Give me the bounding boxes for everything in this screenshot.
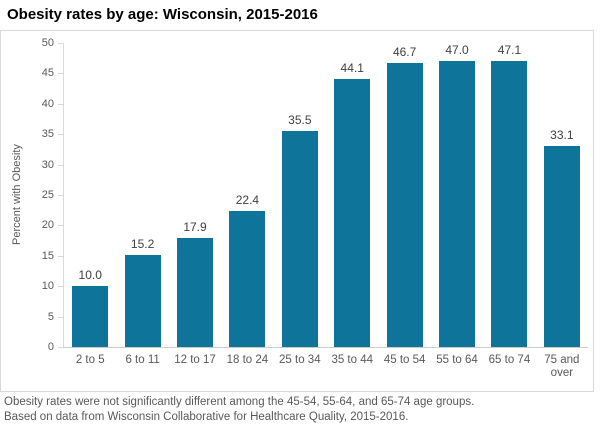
bar-column: 46.7 45 to 54: [378, 43, 430, 366]
plot-area: 0 5 10 15 20 25 30 35 40 45 50 10.0 2 to 5 15.2 6 to 1…: [42, 37, 588, 379]
bar-value-label: 44.1: [340, 60, 364, 75]
y-axis-tick-mark: [58, 195, 63, 196]
y-axis-tick-mark: [58, 347, 63, 348]
bar-value-label: 15.2: [130, 236, 155, 251]
bar: [491, 60, 528, 347]
bar-value-label: 17.9: [183, 220, 207, 235]
bar-column: 17.9 12 to 17: [169, 43, 221, 366]
y-axis-tick-label: 50: [41, 37, 54, 49]
y-axis-tick-mark: [58, 286, 63, 288]
footnote-line-1: Obesity rates were not significantly dif…: [4, 396, 475, 408]
x-axis-tick-label: 2 to 5: [75, 354, 105, 366]
y-axis-tick-label: 45: [41, 67, 54, 80]
bar: [334, 78, 371, 347]
bar-value-label: 22.4: [235, 192, 260, 207]
bar: [386, 63, 423, 347]
x-axis-tick-label: 45 to 54: [383, 354, 426, 366]
y-axis-tick-mark: [58, 43, 63, 44]
y-axis-tick-mark: [58, 73, 63, 75]
bar: [229, 210, 266, 347]
bar: [281, 131, 318, 347]
chart-title: Obesity rates by age: Wisconsin, 2015-20…: [7, 6, 318, 23]
bar-series: 10.0 2 to 5 15.2 6 to 11 17.9 12 to 17 22.4 18 …: [64, 42, 588, 379]
y-axis-tick-label: 0: [47, 341, 54, 353]
y-axis-tick-mark: [58, 255, 63, 257]
x-axis-tick-label: 55 to 64: [436, 354, 478, 366]
x-axis-tick-label: 18 to 24: [226, 354, 269, 366]
y-axis-tick-mark: [58, 164, 63, 166]
bar-column: 35.5 25 to 34: [274, 43, 326, 366]
bar-value-label: 35.5: [288, 113, 312, 128]
x-axis-tick-label: 75 and over: [544, 354, 580, 379]
bar-column: 47.1 65 to 74: [483, 42, 535, 366]
y-axis-tick-label: 15: [41, 249, 54, 262]
bar-value-label: 10.0: [78, 268, 102, 283]
x-axis-tick-label: 12 to 17: [174, 354, 216, 366]
bar-column: 33.1 75 and over: [536, 43, 588, 379]
y-axis-tick-label: 5: [47, 310, 54, 323]
y-axis-tick-mark: [58, 134, 63, 136]
bar-column: 10.0 2 to 5: [64, 43, 116, 366]
y-axis-tick-mark: [58, 316, 63, 318]
bar-column: 15.2 6 to 11: [116, 43, 168, 366]
bar-value-label: 47.0: [445, 43, 469, 58]
footnote-line-2: Based on data from Wisconsin Collaborati…: [4, 411, 409, 423]
y-axis-tick-label: 40: [41, 97, 54, 110]
y-axis-tick-label: 20: [41, 219, 54, 232]
y-axis-tick-mark: [58, 103, 63, 105]
bar: [439, 61, 476, 347]
bar: [72, 286, 109, 347]
y-axis-tick-label: 10: [41, 280, 54, 293]
bar-value-label: 46.7: [392, 45, 417, 60]
y-axis-tick-label: 35: [41, 128, 54, 141]
x-axis-tick-label: 6 to 11: [125, 354, 160, 366]
bar-column: 47.0 55 to 64: [431, 43, 483, 366]
y-axis-tick-label: 25: [41, 189, 54, 201]
bar: [543, 145, 580, 347]
bar-column: 22.4 18 to 24: [221, 43, 273, 366]
x-axis-tick-label: 65 to 74: [488, 354, 531, 366]
chart-footnotes: Obesity rates were not significantly dif…: [4, 395, 596, 425]
x-axis-tick-label: 35 to 44: [331, 354, 374, 366]
bar-value-label: 47.1: [497, 42, 522, 57]
y-axis-tick-label: 30: [41, 158, 54, 171]
chart-container: Percent with Obesity 0 5 10 15 20 25 30 35 40 45 5…: [0, 30, 594, 392]
x-axis-tick-label: 25 to 34: [279, 354, 321, 366]
bar: [124, 254, 161, 347]
y-axis-tick-mark: [58, 225, 63, 227]
bar: [177, 238, 214, 347]
bar-value-label: 33.1: [550, 127, 574, 142]
bar-column: 44.1 35 to 44: [326, 43, 378, 366]
